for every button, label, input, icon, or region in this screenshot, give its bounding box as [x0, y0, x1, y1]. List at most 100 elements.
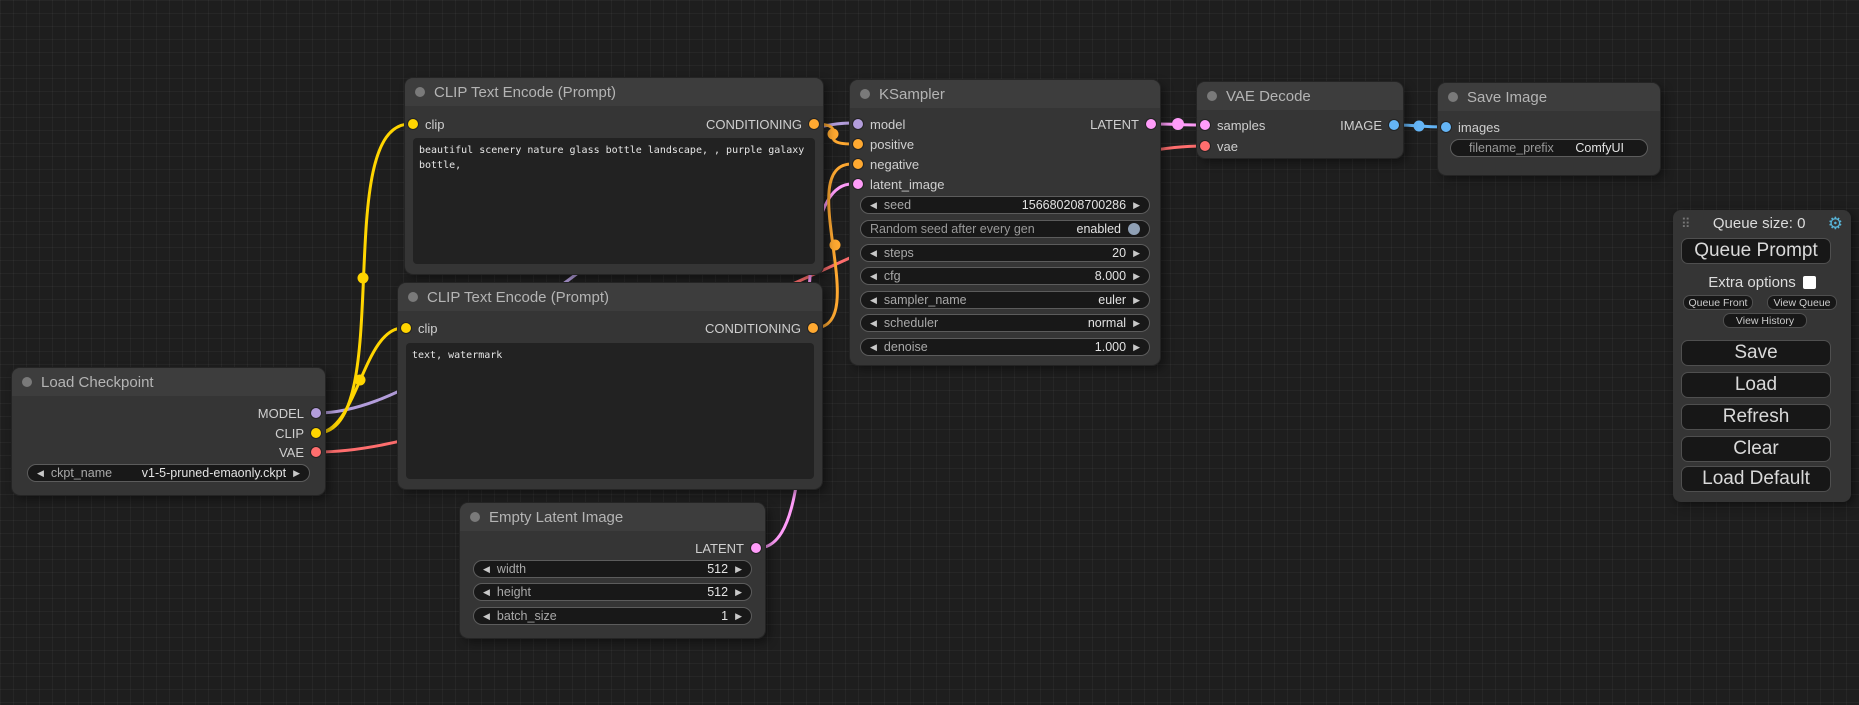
input-slot-negative: negative [853, 154, 919, 174]
next-arrow-icon[interactable]: ▶ [1133, 317, 1140, 328]
extra-options-checkbox[interactable] [1802, 276, 1816, 289]
link-midpoint-dot [829, 239, 841, 251]
vae-input-dot[interactable] [1200, 141, 1210, 151]
denoise-widget[interactable]: ◀ denoise 1.000 ▶ [860, 338, 1150, 356]
prev-arrow-icon[interactable]: ◀ [870, 270, 877, 281]
output-label: IMAGE [1340, 117, 1382, 133]
samples-input-dot[interactable] [1200, 120, 1210, 130]
next-arrow-icon[interactable]: ▶ [1133, 294, 1140, 305]
drag-handle-icon[interactable]: ⠿ [1681, 215, 1691, 231]
load-button[interactable]: Load [1681, 372, 1831, 398]
seed-widget[interactable]: ◀ seed 156680208700286 ▶ [860, 196, 1150, 214]
prev-arrow-icon[interactable]: ◀ [870, 317, 877, 328]
output-label: CONDITIONING [705, 116, 802, 132]
widget-value: v1-5-pruned-emaonly.ckpt [141, 466, 287, 480]
view-history-button[interactable]: View History [1723, 313, 1807, 328]
random-seed-toggle-widget[interactable]: Random seed after every gen enabled [860, 220, 1150, 238]
widget-label: batch_size [496, 609, 557, 623]
toggle-circle-icon[interactable] [1128, 223, 1140, 235]
node-title-bar[interactable]: Save Image [1438, 83, 1660, 111]
refresh-button[interactable]: Refresh [1681, 404, 1831, 430]
positive-input-dot[interactable] [853, 139, 863, 149]
queue-panel: ⠿ Queue size: 0 ⚙ Queue Prompt Extra opt… [1673, 210, 1851, 502]
output-slot-conditioning: CONDITIONING [705, 318, 818, 338]
negative-input-dot[interactable] [853, 159, 863, 169]
queue-prompt-button[interactable]: Queue Prompt [1681, 238, 1831, 264]
clear-button[interactable]: Clear [1681, 436, 1831, 462]
input-slot-vae: vae [1200, 136, 1238, 156]
view-queue-button[interactable]: View Queue [1767, 295, 1837, 310]
gear-icon[interactable]: ⚙ [1827, 213, 1843, 233]
sampler-name-widget[interactable]: ◀ sampler_name euler ▶ [860, 291, 1150, 309]
node-title-bar[interactable]: CLIP Text Encode (Prompt) [405, 78, 823, 106]
widget-value: 1.000 [1094, 340, 1127, 354]
latent-output-dot[interactable] [1146, 119, 1156, 129]
save-button[interactable]: Save [1681, 340, 1831, 366]
node-title-bar[interactable]: KSampler [850, 80, 1160, 108]
next-arrow-icon[interactable]: ▶ [293, 467, 300, 478]
next-arrow-icon[interactable]: ▶ [735, 610, 742, 621]
vae-output-dot[interactable] [311, 447, 321, 457]
clip-input-dot[interactable] [408, 119, 418, 129]
clip-output-dot[interactable] [311, 428, 321, 438]
link-midpoint-dot [827, 128, 839, 140]
filename-prefix-widget[interactable]: filename_prefix ComfyUI [1450, 139, 1648, 157]
image-output-dot[interactable] [1389, 120, 1399, 130]
collapse-dot-icon[interactable] [22, 377, 32, 387]
images-input-dot[interactable] [1441, 122, 1451, 132]
next-arrow-icon[interactable]: ▶ [1133, 341, 1140, 352]
model-output-dot[interactable] [311, 408, 321, 418]
conditioning-output-dot[interactable] [808, 323, 818, 333]
collapse-dot-icon[interactable] [415, 87, 425, 97]
prompt-textarea[interactable]: text, watermark [406, 343, 814, 479]
prev-arrow-icon[interactable]: ◀ [37, 467, 44, 478]
widget-value: euler [1098, 293, 1127, 307]
scheduler-widget[interactable]: ◀ scheduler normal ▶ [860, 314, 1150, 332]
steps-widget[interactable]: ◀ steps 20 ▶ [860, 244, 1150, 262]
collapse-dot-icon[interactable] [1448, 92, 1458, 102]
node-title-bar[interactable]: Load Checkpoint [12, 368, 325, 396]
cfg-widget[interactable]: ◀ cfg 8.000 ▶ [860, 267, 1150, 285]
collapse-dot-icon[interactable] [408, 292, 418, 302]
prev-arrow-icon[interactable]: ◀ [870, 199, 877, 210]
node-title-bar[interactable]: CLIP Text Encode (Prompt) [398, 283, 822, 311]
collapse-dot-icon[interactable] [470, 512, 480, 522]
node-title-bar[interactable]: Empty Latent Image [460, 503, 765, 531]
prev-arrow-icon[interactable]: ◀ [870, 294, 877, 305]
ckpt-name-widget[interactable]: ◀ ckpt_name v1-5-pruned-emaonly.ckpt ▶ [27, 464, 310, 482]
output-slot-model: MODEL [258, 403, 321, 423]
widget-value: 1 [721, 609, 729, 623]
clip-input-dot[interactable] [401, 323, 411, 333]
batch-size-widget[interactable]: ◀ batch_size 1 ▶ [473, 607, 752, 625]
queue-front-button[interactable]: Queue Front [1683, 295, 1753, 310]
link-midpoint-dot [354, 374, 366, 386]
next-arrow-icon[interactable]: ▶ [1133, 247, 1140, 258]
model-input-dot[interactable] [853, 119, 863, 129]
next-arrow-icon[interactable]: ▶ [1133, 199, 1140, 210]
prev-arrow-icon[interactable]: ◀ [870, 247, 877, 258]
next-arrow-icon[interactable]: ▶ [735, 586, 742, 597]
node-title-bar[interactable]: VAE Decode [1197, 82, 1403, 110]
queue-size-label: Queue size: 0 [1712, 214, 1806, 232]
height-widget[interactable]: ◀ height 512 ▶ [473, 583, 752, 601]
width-widget[interactable]: ◀ width 512 ▶ [473, 560, 752, 578]
prev-arrow-icon[interactable]: ◀ [483, 586, 490, 597]
next-arrow-icon[interactable]: ▶ [1133, 270, 1140, 281]
widget-label: height [496, 585, 531, 599]
prev-arrow-icon[interactable]: ◀ [870, 341, 877, 352]
widget-value: enabled [1076, 222, 1122, 236]
conditioning-output-dot[interactable] [809, 119, 819, 129]
input-label: images [1458, 119, 1500, 135]
node-empty-latent-image: Empty Latent Image LATENT ◀ width 512 ▶ … [460, 503, 765, 638]
latent-input-dot[interactable] [853, 179, 863, 189]
load-default-button[interactable]: Load Default [1681, 466, 1831, 492]
prev-arrow-icon[interactable]: ◀ [483, 563, 490, 574]
prev-arrow-icon[interactable]: ◀ [483, 610, 490, 621]
next-arrow-icon[interactable]: ▶ [735, 563, 742, 574]
prompt-textarea[interactable]: beautiful scenery nature glass bottle la… [413, 138, 815, 264]
collapse-dot-icon[interactable] [860, 89, 870, 99]
latent-output-dot[interactable] [751, 543, 761, 553]
input-slot-clip: clip [408, 114, 445, 134]
collapse-dot-icon[interactable] [1207, 91, 1217, 101]
